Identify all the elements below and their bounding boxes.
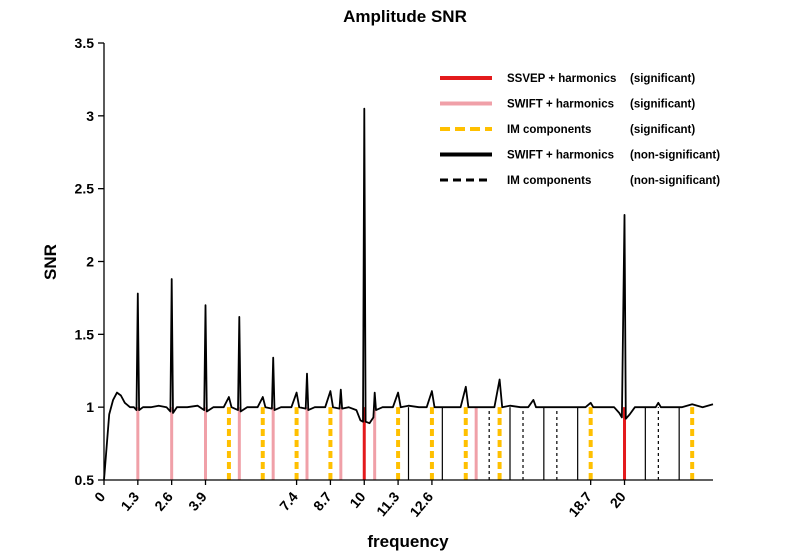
legend-label: SWIFT + harmonics [507,150,614,162]
y-tick-label: 3.5 [75,35,95,51]
frequency-markers [136,407,695,480]
y-axis-label: SNR [41,244,60,280]
series [103,107,714,481]
x-tick-label: 1.3 [117,488,142,513]
legend-status: (significant) [630,99,695,111]
x-tick-label: 11.3 [373,488,402,519]
y-tick-label: 3 [86,108,94,124]
legend-status: (non-significant) [630,150,720,162]
x-tick-label: 0 [91,488,108,504]
legend: SSVEP + harmonics (significant) SWIFT + ha… [440,73,720,187]
x-tick-label: 7.4 [276,488,301,513]
x-tick-label: 2.6 [151,488,176,513]
snr-series-line [103,107,714,481]
x-ticks: 0 1.3 2.6 3.9 7.4 8.7 10 11.3 12.6 18.7 20 [91,480,629,520]
x-tick-label: 12.6 [406,488,436,519]
legend-label: SWIFT + harmonics [507,99,614,111]
y-ticks: 0.5 1 1.5 2 2.5 3 3.5 [75,35,104,488]
y-tick-label: 1.5 [75,326,95,342]
x-tick-label: 10 [346,488,368,510]
legend-status: (significant) [630,124,695,136]
legend-status: (non-significant) [630,175,720,187]
x-tick-label: 3.9 [185,488,210,513]
x-tick-label: 20 [607,488,629,510]
legend-status: (significant) [630,73,695,85]
chart-title: Amplitude SNR [343,7,467,26]
x-tick-label: 18.7 [565,488,595,519]
legend-label: SSVEP + harmonics [507,73,616,85]
y-tick-label: 1 [86,399,94,415]
legend-label: IM components [507,124,591,136]
x-tick-label: 8.7 [310,488,335,513]
y-tick-label: 2 [86,254,94,270]
y-tick-label: 0.5 [75,472,95,488]
legend-label: IM components [507,175,591,187]
x-axis-label: frequency [367,532,449,551]
y-tick-label: 2.5 [75,181,95,197]
